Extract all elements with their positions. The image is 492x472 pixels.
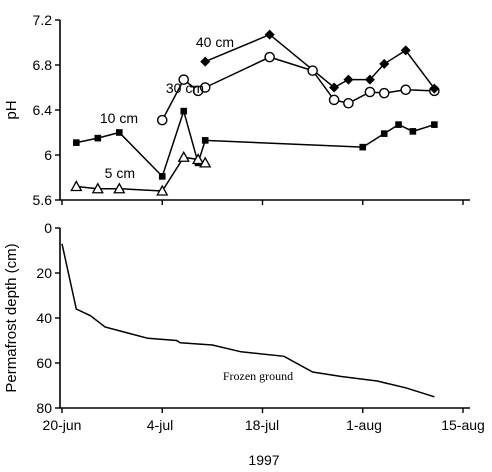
data-point-30cm [364,86,376,98]
data-point-10cm [201,137,209,144]
ph-y-axis-label: pH [3,100,20,119]
data-point-40cm [329,82,340,93]
series-label-30cm: 30 cm [166,80,204,96]
depth-y-tick-label: 40 [36,310,52,326]
data-point-40cm [379,58,390,69]
series-label-5cm: 5 cm [105,165,135,181]
depth-y-tick-label: 0 [44,220,52,236]
data-point-30cm [199,82,211,93]
data-point-40cm [264,29,275,40]
data-point-10cm [94,134,102,142]
data-point-5cm [156,184,169,196]
ph-y-tick-label: 6 [44,147,52,163]
data-point-10cm [380,130,388,137]
data-point-10cm [73,139,80,146]
series-line-40cm [204,33,435,90]
data-point-10cm [115,129,123,136]
data-point-40cm [200,56,211,67]
data-point-40cm [400,45,411,56]
data-point-30cm [328,94,340,106]
ph-y-tick-label: 6.8 [33,57,53,73]
data-point-10cm [359,143,367,151]
data-point-30cm [156,114,168,126]
depth-y-axis-label: Permafrost depth (cm) [3,243,20,392]
depth-x-axis-label: 1997 [248,452,279,468]
data-point-10cm [395,121,402,128]
data-point-5cm [177,150,190,162]
data-point-40cm [343,74,354,85]
data-point-30cm [178,74,190,85]
data-point-30cm [400,84,412,96]
data-point-10cm [180,107,188,115]
data-point-30cm [264,51,275,63]
data-point-40cm [429,83,440,94]
ph-chart: 7.2 6.8 6.4 6 5.6 pH 40 cm 30 cm 10 cm 5… [3,12,470,208]
permafrost-chart: 0 20 40 60 80 Permafrost depth (cm) 20-j… [3,220,485,468]
frozen-ground-label: Frozen ground [223,369,293,383]
data-point-10cm [431,121,438,128]
data-point-30cm [343,97,354,109]
data-point-10cm [409,128,417,135]
data-point-5cm [70,180,83,192]
depth-x-tick-label: 1-aug [346,417,382,433]
ph-y-tick-label: 6.4 [33,102,53,118]
data-point-10cm [158,173,166,180]
data-point-5cm [199,156,212,168]
depth-y-tick-label: 80 [36,400,52,416]
permafrost-depth-line [61,243,435,398]
series-line-5cm [76,156,206,192]
ph-y-tick-label: 7.2 [33,12,53,28]
depth-y-tick-label: 20 [36,265,52,281]
data-point-40cm [364,74,375,85]
data-point-5cm [191,153,205,165]
data-point-5cm [91,182,104,194]
ph-y-tick-label: 5.6 [33,192,53,208]
depth-x-tick-label: 18-jul [245,417,279,433]
depth-x-tick-label: 4-jul [147,417,173,433]
data-point-30cm [378,87,390,99]
depth-x-tick-label: 15-aug [441,417,485,433]
series-label-10cm: 10 cm [100,110,138,126]
depth-y-tick-label: 60 [36,355,52,371]
data-point-5cm [113,182,126,194]
depth-x-tick-label: 20-jun [43,417,82,433]
series-label-40cm: 40 cm [196,34,234,50]
data-point-30cm [307,65,318,76]
